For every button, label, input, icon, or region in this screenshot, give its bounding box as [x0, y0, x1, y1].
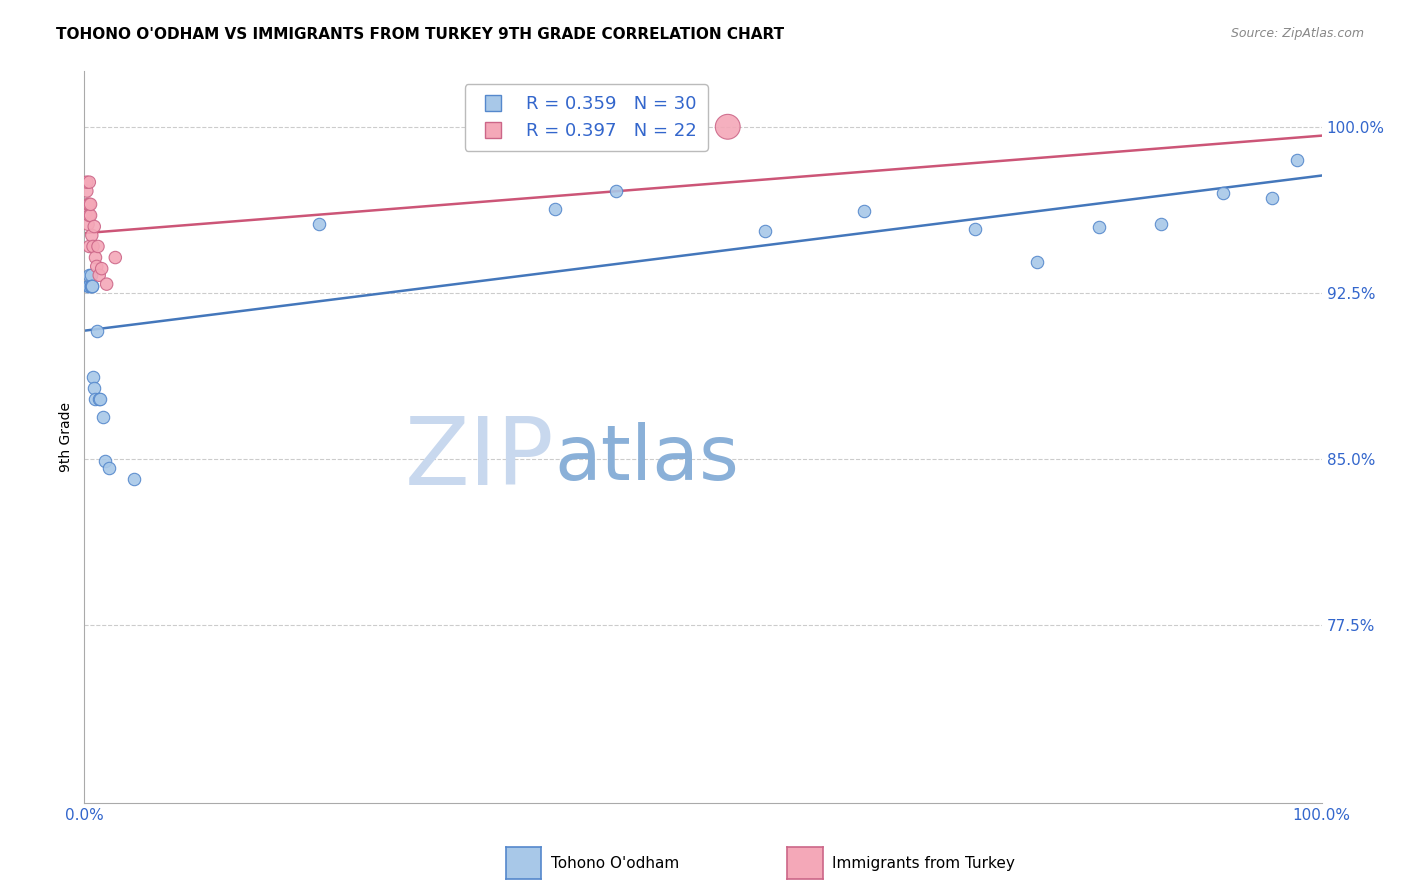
Point [308, 217, 330, 231]
Text: Tohono O'odham: Tohono O'odham [551, 856, 679, 871]
Text: ZIP: ZIP [405, 413, 554, 505]
Point [122, 472, 145, 486]
Y-axis label: 9th Grade: 9th Grade [59, 402, 73, 472]
Point [79, 268, 101, 283]
Point [1285, 153, 1308, 167]
Point [754, 224, 776, 238]
Point [86, 324, 108, 338]
Point [80, 228, 103, 243]
Point [89, 392, 111, 407]
Point [1261, 191, 1284, 205]
Point [90, 261, 112, 276]
Point [77, 197, 100, 211]
Point [79, 197, 101, 211]
Point [83, 381, 105, 395]
Point [98, 461, 121, 475]
Point [89, 268, 111, 283]
Point [84, 251, 107, 265]
Point [1088, 219, 1111, 234]
Point [80, 279, 103, 293]
Point [84, 392, 107, 407]
Point [79, 268, 101, 283]
Point [87, 239, 110, 253]
Point [79, 279, 101, 293]
Point [965, 221, 987, 235]
Point [79, 175, 101, 189]
Point [96, 277, 118, 292]
Point [79, 279, 101, 293]
Point [77, 217, 100, 231]
Text: Immigrants from Turkey: Immigrants from Turkey [832, 856, 1015, 871]
Point [79, 209, 101, 223]
Point [91, 410, 114, 425]
Point [543, 202, 565, 216]
Point [83, 219, 105, 234]
Point [76, 175, 98, 189]
Point [1212, 186, 1234, 201]
Point [77, 279, 100, 293]
Point [82, 370, 104, 384]
Point [89, 392, 111, 407]
Point [76, 184, 98, 198]
Point [717, 120, 740, 134]
Point [852, 204, 875, 219]
Point [605, 184, 627, 198]
Point [79, 197, 101, 211]
Point [79, 279, 101, 293]
Point [86, 260, 108, 274]
Point [79, 209, 101, 223]
Point [1150, 217, 1173, 231]
Point [80, 279, 103, 293]
Text: Source: ZipAtlas.com: Source: ZipAtlas.com [1230, 27, 1364, 40]
Point [75, 206, 97, 220]
Text: atlas: atlas [554, 422, 740, 496]
Point [79, 239, 101, 253]
Point [82, 239, 104, 253]
Point [1026, 255, 1049, 269]
Point [94, 454, 117, 468]
Text: TOHONO O'ODHAM VS IMMIGRANTS FROM TURKEY 9TH GRADE CORRELATION CHART: TOHONO O'ODHAM VS IMMIGRANTS FROM TURKEY… [56, 27, 785, 42]
Legend: R = 0.359   N = 30, R = 0.397   N = 22: R = 0.359 N = 30, R = 0.397 N = 22 [464, 84, 707, 151]
Point [104, 251, 127, 265]
